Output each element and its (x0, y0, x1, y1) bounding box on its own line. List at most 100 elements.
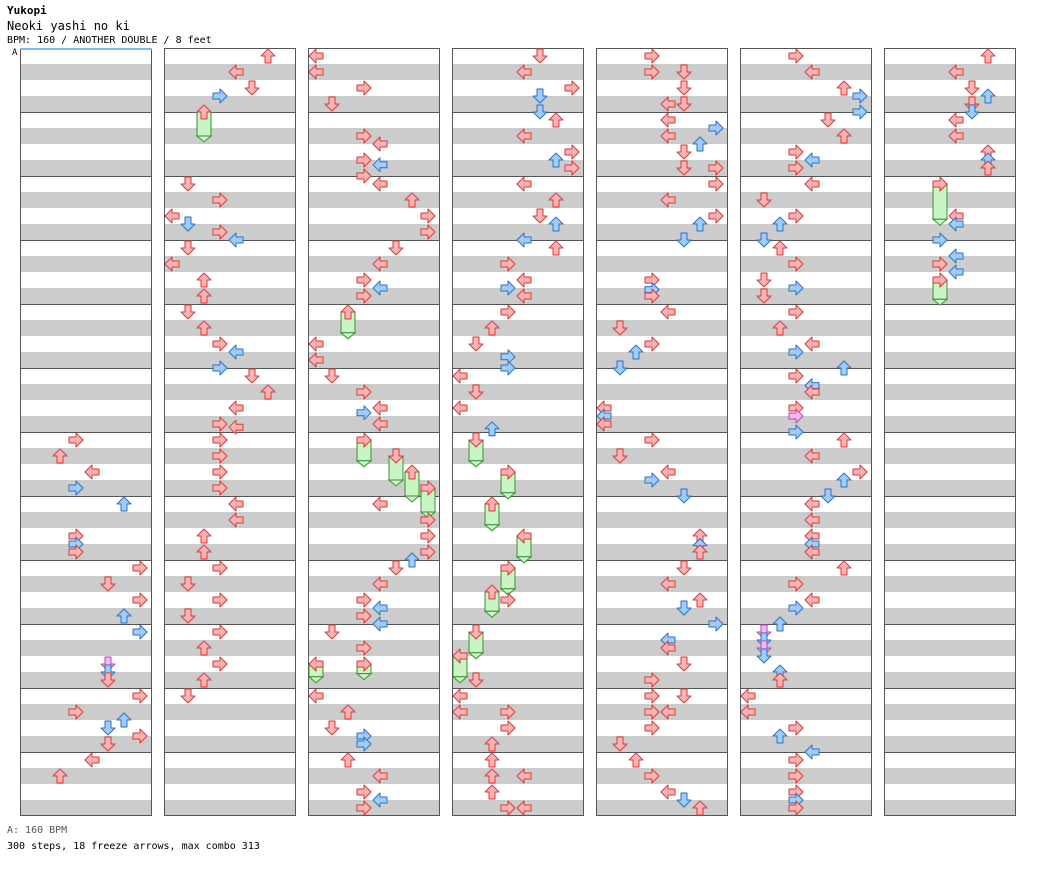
step-arrow-right (788, 600, 804, 616)
step-arrow-left (516, 288, 532, 304)
step-arrow-up (548, 216, 564, 232)
freeze-arrow (467, 432, 485, 468)
step-arrow-left (804, 744, 820, 760)
step-arrow-down (180, 240, 196, 256)
step-arrow-right (212, 656, 228, 672)
step-arrow-up (772, 216, 788, 232)
step-arrow-up (260, 384, 276, 400)
step-arrow-down (676, 144, 692, 160)
step-arrow-down (612, 736, 628, 752)
step-arrow-right (132, 560, 148, 576)
step-arrow-right (68, 704, 84, 720)
step-arrow-up (548, 192, 564, 208)
freeze-arrow (931, 272, 949, 306)
step-arrow-right (212, 480, 228, 496)
step-arrow-down (388, 240, 404, 256)
step-arrow-right (212, 448, 228, 464)
step-arrow-right (500, 800, 516, 816)
step-arrow-up (772, 728, 788, 744)
step-arrow-right (420, 528, 436, 544)
step-arrow-left (740, 704, 756, 720)
step-arrow-left (372, 600, 388, 616)
step-arrow-right (788, 280, 804, 296)
step-arrow-left (660, 304, 676, 320)
step-arrow-right (644, 720, 660, 736)
step-arrow-up (692, 216, 708, 232)
step-arrow-up (340, 752, 356, 768)
step-arrow-right (212, 416, 228, 432)
step-arrow-left (308, 64, 324, 80)
step-arrow-right (644, 336, 660, 352)
step-arrow-right (356, 80, 372, 96)
step-arrow-right (788, 344, 804, 360)
step-arrow-right (788, 720, 804, 736)
step-arrow-right (564, 144, 580, 160)
step-arrow-right (500, 704, 516, 720)
step-arrow-right (132, 688, 148, 704)
step-arrow-right (788, 304, 804, 320)
step-arrow-down (820, 112, 836, 128)
step-arrow-left (308, 336, 324, 352)
step-arrow-right (420, 224, 436, 240)
step-arrow-left (516, 768, 532, 784)
step-arrow-up (196, 528, 212, 544)
step-arrow-down (324, 96, 340, 112)
step-arrow-up (628, 752, 644, 768)
step-arrow-right (68, 544, 84, 560)
step-arrow-up (980, 48, 996, 64)
step-arrow-left (804, 176, 820, 192)
step-arrow-up (628, 344, 644, 360)
step-arrow-left (804, 336, 820, 352)
step-arrow-left (660, 192, 676, 208)
step-arrow-up (484, 736, 500, 752)
step-arrow-left (660, 704, 676, 720)
step-arrow-right (644, 768, 660, 784)
step-arrow-right (356, 608, 372, 624)
step-arrow-left (660, 784, 676, 800)
step-arrow-down (100, 736, 116, 752)
step-arrow-right (644, 64, 660, 80)
step-arrow-left (804, 448, 820, 464)
freeze-arrow (499, 560, 517, 596)
step-arrow-down (180, 608, 196, 624)
step-arrow-down (964, 80, 980, 96)
step-arrow-left (372, 768, 388, 784)
step-arrow-left (516, 128, 532, 144)
step-arrow-right (788, 48, 804, 64)
step-arrow-left (804, 592, 820, 608)
step-arrow-right (788, 368, 804, 384)
step-arrow-down (676, 792, 692, 808)
step-arrow-right (564, 160, 580, 176)
step-arrow-down (676, 488, 692, 504)
step-arrow-right (356, 384, 372, 400)
step-arrow-right (564, 80, 580, 96)
freeze-arrow (931, 176, 949, 226)
step-arrow-right (356, 405, 372, 421)
step-arrow-right (788, 576, 804, 592)
step-arrow-down (180, 304, 196, 320)
freeze-arrow (355, 432, 373, 468)
step-arrow-right (644, 672, 660, 688)
step-arrow-left (164, 208, 180, 224)
step-arrow-left (164, 256, 180, 272)
chart-column (20, 48, 152, 816)
step-arrow-left (228, 512, 244, 528)
step-arrow-up (548, 152, 564, 168)
freeze-arrow (355, 656, 373, 681)
step-arrow-left (596, 416, 612, 432)
step-arrow-right (788, 768, 804, 784)
step-arrow-up (692, 136, 708, 152)
step-arrow-right (356, 288, 372, 304)
freeze-arrow (499, 464, 517, 500)
step-arrow-left (948, 64, 964, 80)
freeze-arrow (467, 624, 485, 660)
step-arrow-down (964, 104, 980, 120)
step-arrow-left (660, 128, 676, 144)
step-arrow-left (308, 352, 324, 368)
step-arrow-right (852, 88, 868, 104)
step-arrow-left (372, 616, 388, 632)
step-arrow-left (516, 232, 532, 248)
step-arrow-right (356, 152, 372, 168)
step-arrow-left (660, 96, 676, 112)
step-arrow-down (676, 96, 692, 112)
